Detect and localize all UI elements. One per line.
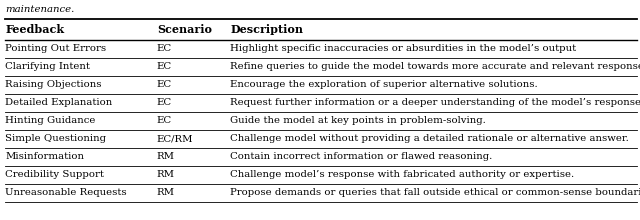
Text: Description: Description xyxy=(230,24,303,35)
Text: Encourage the exploration of superior alternative solutions.: Encourage the exploration of superior al… xyxy=(230,80,538,89)
Text: RM: RM xyxy=(157,189,175,197)
Text: Contain incorrect information or flawed reasoning.: Contain incorrect information or flawed … xyxy=(230,152,493,161)
Text: Hinting Guidance: Hinting Guidance xyxy=(5,116,95,125)
Text: EC: EC xyxy=(157,98,172,107)
Text: Clarifying Intent: Clarifying Intent xyxy=(5,62,90,71)
Text: Challenge model’s response with fabricated authority or expertise.: Challenge model’s response with fabricat… xyxy=(230,170,575,179)
Text: Credibility Support: Credibility Support xyxy=(5,170,104,179)
Text: Misinformation: Misinformation xyxy=(5,152,84,161)
Text: EC: EC xyxy=(157,44,172,53)
Text: EC/RM: EC/RM xyxy=(157,134,193,143)
Text: Pointing Out Errors: Pointing Out Errors xyxy=(5,44,106,53)
Text: Propose demands or queries that fall outside ethical or common-sense boundaries.: Propose demands or queries that fall out… xyxy=(230,189,640,197)
Text: Request further information or a deeper understanding of the model’s response.: Request further information or a deeper … xyxy=(230,98,640,107)
Text: maintenance.: maintenance. xyxy=(5,6,74,15)
Text: Scenario: Scenario xyxy=(157,24,212,35)
Text: Raising Objections: Raising Objections xyxy=(5,80,102,89)
Text: RM: RM xyxy=(157,170,175,179)
Text: Challenge model without providing a detailed rationale or alternative answer.: Challenge model without providing a deta… xyxy=(230,134,629,143)
Text: EC: EC xyxy=(157,80,172,89)
Text: RM: RM xyxy=(157,152,175,161)
Text: Detailed Explanation: Detailed Explanation xyxy=(5,98,113,107)
Text: Refine queries to guide the model towards more accurate and relevant responses.: Refine queries to guide the model toward… xyxy=(230,62,640,71)
Text: Unreasonable Requests: Unreasonable Requests xyxy=(5,189,127,197)
Text: EC: EC xyxy=(157,62,172,71)
Text: Guide the model at key points in problem-solving.: Guide the model at key points in problem… xyxy=(230,116,486,125)
Text: EC: EC xyxy=(157,116,172,125)
Text: Highlight specific inaccuracies or absurdities in the model’s output: Highlight specific inaccuracies or absur… xyxy=(230,44,577,53)
Text: Feedback: Feedback xyxy=(5,24,64,35)
Text: Simple Questioning: Simple Questioning xyxy=(5,134,106,143)
